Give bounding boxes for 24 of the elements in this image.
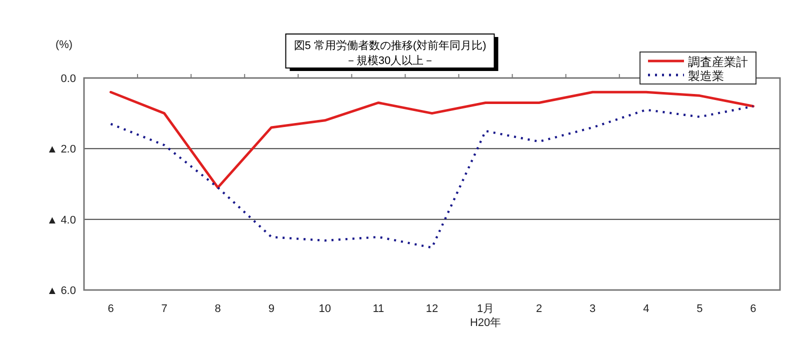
x-tick-label: 11 [372,303,384,315]
y-tick-label: ▲ 2.0 [46,144,76,156]
chart-subtitle: －規模30人以上－ [345,54,435,67]
legend-label: 製造業 [688,69,724,83]
x-tick-label: 6 [108,303,114,315]
y-tick-label: 0.0 [60,73,76,85]
y-axis-title: (%) [55,39,73,51]
x-tick-label: 5 [696,303,703,315]
y-tick-label: ▲ 4.0 [46,214,76,226]
y-tick-label: ▲ 6.0 [46,285,76,297]
x-tick-label: 8 [214,303,221,315]
x-tick-label: 10 [318,303,332,315]
x-tick-label: 6 [750,303,756,315]
x-tick-label: 12 [426,303,438,315]
x-tick-label: 9 [268,303,274,315]
line-series [110,90,754,189]
x-tick-label: 1月 H20年 [470,303,502,329]
line-series [110,105,754,249]
x-tick-label: 2 [536,303,542,315]
x-tick-label: 4 [643,303,650,315]
x-tick-label: 3 [590,303,596,315]
x-tick-label: 7 [161,303,168,315]
chart-title: 図5 常用労働者数の推移(対前年同月比) [294,39,486,52]
legend-label: 調査産業計 [688,55,748,69]
